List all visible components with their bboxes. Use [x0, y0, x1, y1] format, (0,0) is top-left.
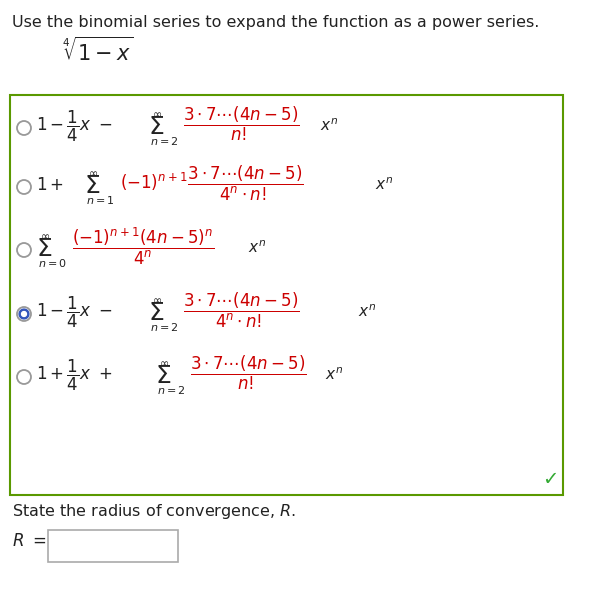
- Text: $R\ =$: $R\ =$: [12, 532, 46, 550]
- Text: $x^n$: $x^n$: [320, 117, 338, 135]
- Text: $n = 2$: $n = 2$: [150, 321, 179, 333]
- Text: $x^n$: $x^n$: [248, 240, 266, 256]
- Text: $\infty$: $\infty$: [88, 168, 98, 178]
- Bar: [48, 530, 178, 562]
- Text: $\checkmark$: $\checkmark$: [542, 468, 557, 487]
- Text: State the radius of convergence, $R$.: State the radius of convergence, $R$.: [12, 502, 296, 521]
- Text: $\Sigma$: $\Sigma$: [84, 174, 100, 198]
- Circle shape: [19, 309, 29, 319]
- Circle shape: [21, 312, 27, 316]
- Text: $\infty$: $\infty$: [159, 358, 169, 368]
- Text: $\infty$: $\infty$: [152, 295, 162, 305]
- Text: $\dfrac{3 \cdot 7 \cdots (4n-5)}{n!}$: $\dfrac{3 \cdot 7 \cdots (4n-5)}{n!}$: [183, 105, 300, 143]
- Text: $\infty$: $\infty$: [152, 109, 162, 119]
- Bar: [10, 95, 563, 495]
- Text: $1 + \dfrac{1}{4}x\ +$: $1 + \dfrac{1}{4}x\ +$: [36, 358, 112, 392]
- Text: $1 +$: $1 +$: [36, 176, 64, 194]
- Text: $x^n$: $x^n$: [375, 176, 393, 194]
- Text: $1 - \dfrac{1}{4}x\ -$: $1 - \dfrac{1}{4}x\ -$: [36, 109, 112, 143]
- Text: $\dfrac{3 \cdot 7 \cdots (4n-5)}{n!}$: $\dfrac{3 \cdot 7 \cdots (4n-5)}{n!}$: [190, 354, 307, 392]
- Text: $(-1)^{n+1}\dfrac{3 \cdot 7 \cdots (4n-5)}{4^n \cdot n!}$: $(-1)^{n+1}\dfrac{3 \cdot 7 \cdots (4n-5…: [120, 163, 304, 202]
- Text: $x^n$: $x^n$: [325, 367, 343, 384]
- Text: $\Sigma$: $\Sigma$: [36, 237, 52, 261]
- Text: $\dfrac{3 \cdot 7 \cdots (4n-5)}{4^n \cdot n!}$: $\dfrac{3 \cdot 7 \cdots (4n-5)}{4^n \cd…: [183, 290, 300, 330]
- Text: $\Sigma$: $\Sigma$: [148, 301, 164, 325]
- Text: $1 - \dfrac{1}{4}x\ -$: $1 - \dfrac{1}{4}x\ -$: [36, 294, 112, 330]
- Text: $\Sigma$: $\Sigma$: [155, 364, 171, 388]
- Text: $x^n$: $x^n$: [358, 304, 376, 320]
- Text: $n = 1$: $n = 1$: [86, 194, 115, 206]
- Text: $\Sigma$: $\Sigma$: [148, 115, 164, 139]
- Text: $n = 0$: $n = 0$: [38, 257, 67, 269]
- Text: Use the binomial series to expand the function as a power series.: Use the binomial series to expand the fu…: [12, 15, 539, 30]
- Text: $\dfrac{(-1)^{n+1}(4n-5)^n}{4^n}$: $\dfrac{(-1)^{n+1}(4n-5)^n}{4^n}$: [72, 225, 214, 267]
- Text: $n = 2$: $n = 2$: [157, 384, 186, 396]
- Text: $n = 2$: $n = 2$: [150, 135, 179, 147]
- Text: $\infty$: $\infty$: [40, 231, 50, 241]
- Text: $\sqrt[4]{1 - x}$: $\sqrt[4]{1 - x}$: [62, 37, 133, 65]
